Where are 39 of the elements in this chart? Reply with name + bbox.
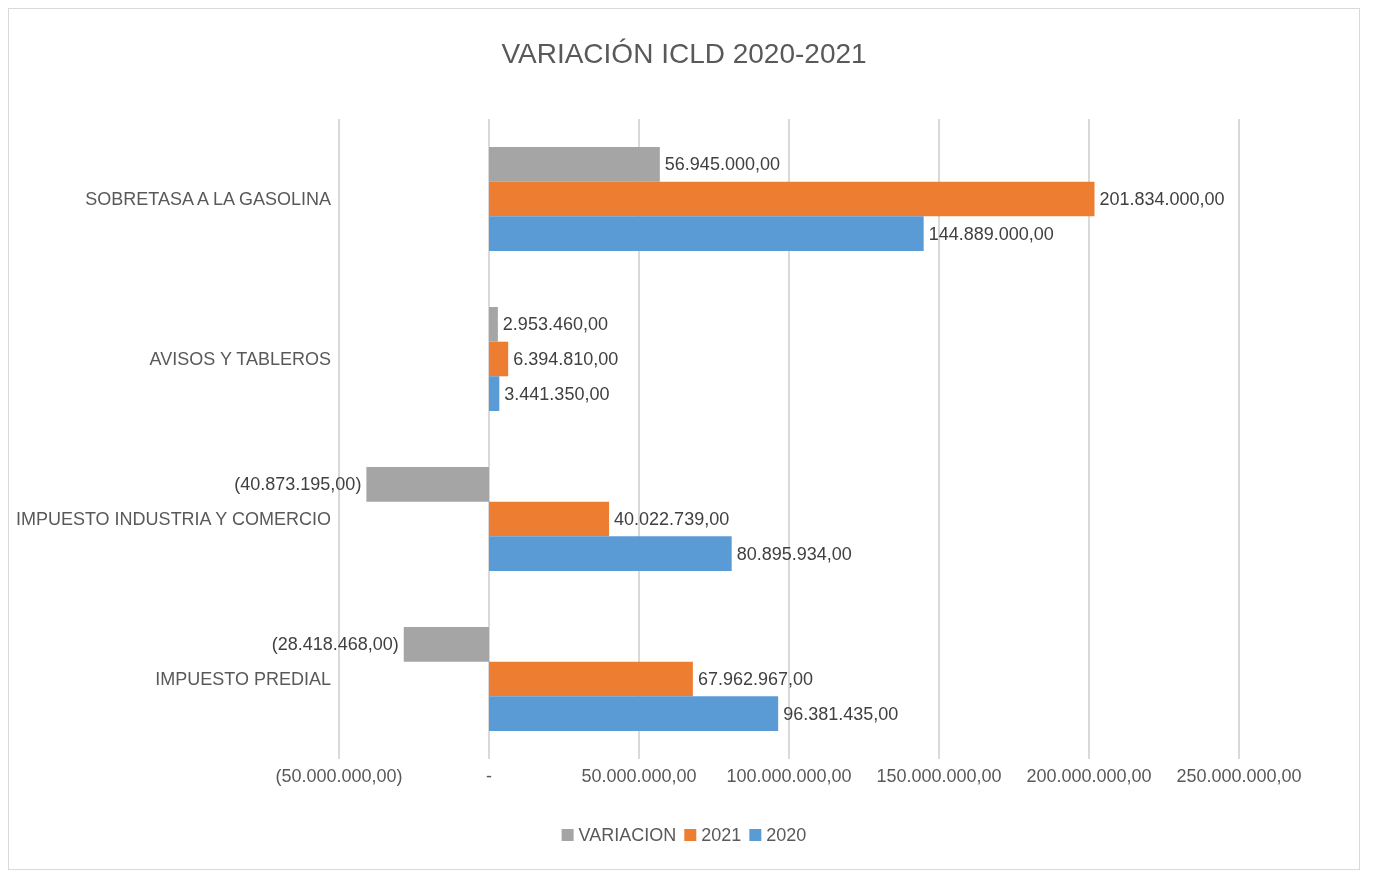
x-tick-label: 50.000.000,00: [581, 766, 697, 786]
y-tick-label: IMPUESTO INDUSTRIA Y COMERCIO: [15, 509, 331, 529]
x-tick-label: 100.000.000,00: [726, 766, 852, 786]
bar: [489, 216, 924, 251]
bar: [489, 696, 779, 731]
data-label: (40.873.195,00): [234, 474, 362, 495]
x-tick-label: 150.000.000,00: [876, 766, 1002, 786]
data-label: 6.394.810,00: [513, 349, 619, 369]
data-label: 144.889.000,00: [928, 223, 1054, 244]
legend-label: 2021: [701, 825, 742, 845]
data-label: (28.418.468,00): [271, 634, 399, 655]
data-label: 56.945.000,00: [664, 154, 780, 175]
bar: [489, 661, 693, 697]
bar: [489, 341, 509, 377]
y-tick-label: AVISOS Y TABLEROS: [149, 349, 331, 369]
legend-label: VARIACION: [578, 825, 677, 845]
x-tick-label: -: [486, 766, 492, 786]
x-tick-label: 200.000.000,00: [1026, 766, 1152, 786]
y-tick-label: IMPUESTO PREDIAL: [155, 669, 331, 689]
data-label: 96.381.435,00: [783, 703, 899, 724]
bar: [403, 627, 489, 662]
bar: [489, 536, 732, 571]
data-label: 80.895.934,00: [736, 543, 852, 564]
x-tick-label: (50.000.000,00): [275, 766, 403, 786]
data-label: 2.953.460,00: [502, 314, 608, 335]
y-tick-label: SOBRETASA A LA GASOLINA: [85, 189, 331, 209]
bar: [366, 467, 489, 502]
data-label: 40.022.739,00: [614, 509, 730, 529]
data-label: 67.962.967,00: [697, 669, 814, 689]
bar: [489, 307, 498, 342]
bar: [489, 181, 1095, 217]
bar: [489, 147, 660, 182]
bar: [489, 501, 610, 537]
data-label: 3.441.350,00: [504, 383, 610, 404]
legend-label: 2020: [766, 825, 807, 845]
data-label: 201.834.000,00: [1099, 189, 1225, 209]
x-tick-label: 250.000.000,00: [1176, 766, 1302, 786]
bar: [489, 376, 500, 411]
chart-title: VARIACIÓN ICLD 2020-2021: [501, 37, 867, 69]
